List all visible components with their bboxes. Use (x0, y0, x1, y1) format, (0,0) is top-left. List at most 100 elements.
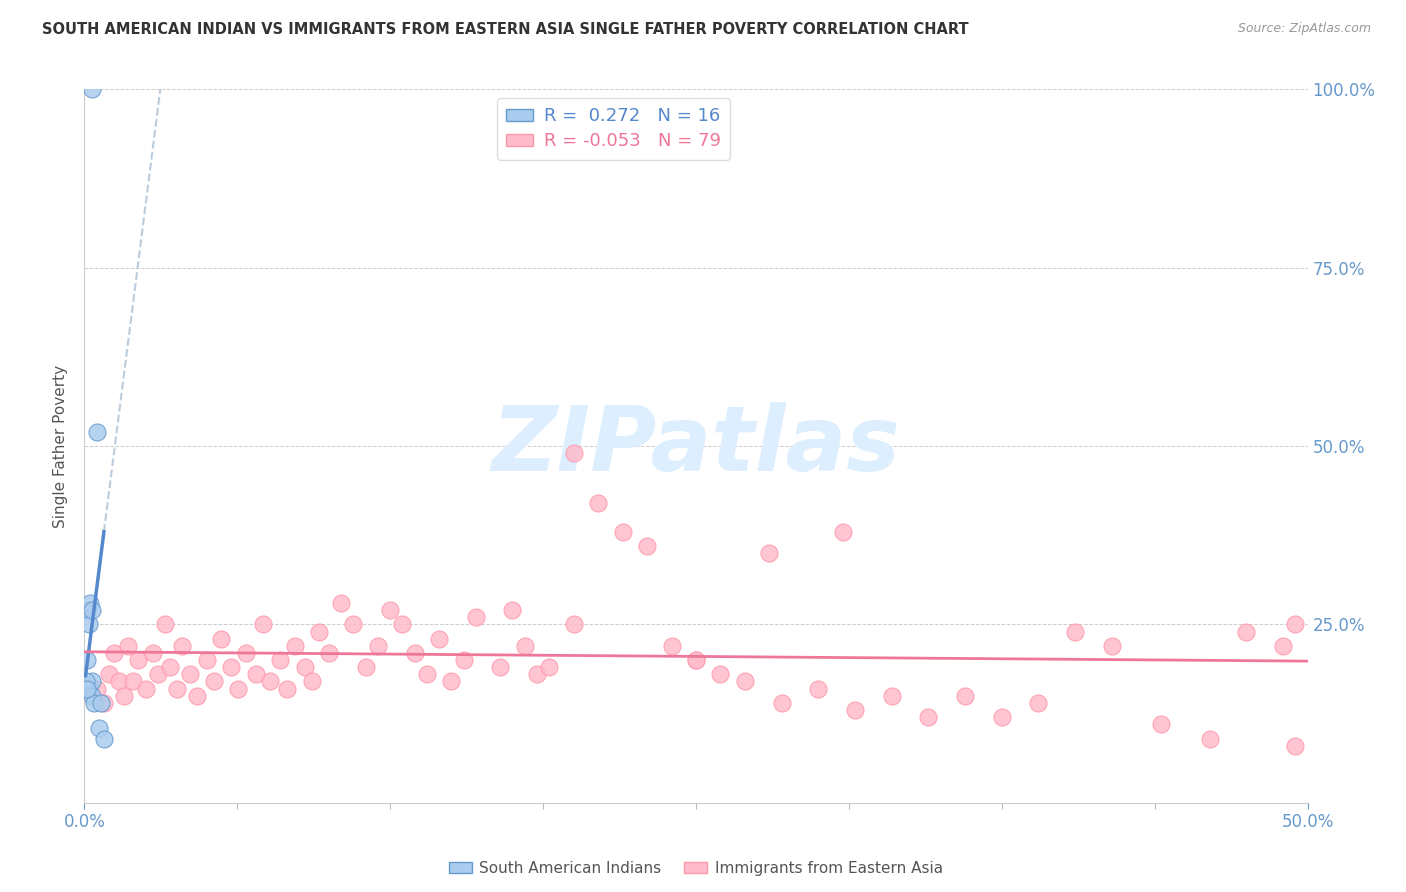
Point (489, 660, 512, 674)
Point (367, 639, 389, 653)
Point (80, 689, 103, 703)
Point (831, 524, 853, 539)
Point (209, 632, 232, 646)
Point (734, 674, 756, 689)
Point (77, 681, 100, 696)
Text: SOUTH AMERICAN INDIAN VS IMMIGRANTS FROM EASTERN ASIA SINGLE FATHER POVERTY CORR: SOUTH AMERICAN INDIAN VS IMMIGRANTS FROM… (42, 22, 969, 37)
Text: ZIPatlas: ZIPatlas (492, 402, 900, 490)
Point (186, 689, 208, 703)
Point (416, 667, 439, 681)
Point (97, 667, 120, 681)
Point (330, 596, 353, 610)
Point (844, 703, 866, 717)
Legend: South American Indians, Immigrants from Eastern Asia: South American Indians, Immigrants from … (441, 854, 950, 884)
Point (228, 681, 250, 696)
Point (685, 653, 707, 667)
Point (526, 667, 548, 681)
Point (953, 689, 976, 703)
Point (612, 524, 634, 539)
Point (308, 624, 330, 639)
Point (807, 681, 830, 696)
Point (880, 689, 903, 703)
Point (142, 646, 165, 660)
Point (284, 639, 307, 653)
Point (76, 653, 98, 667)
Point (166, 681, 188, 696)
Point (294, 660, 316, 674)
Point (252, 617, 274, 632)
Point (636, 539, 658, 553)
Point (153, 617, 176, 632)
Y-axis label: Single Father Poverty: Single Father Poverty (53, 365, 69, 527)
Point (991, 710, 1014, 724)
Point (709, 667, 731, 681)
Point (76, 681, 98, 696)
Point (80, 603, 103, 617)
Point (1064, 624, 1087, 639)
Point (1284, 739, 1306, 753)
Point (202, 674, 225, 689)
Point (354, 660, 377, 674)
Point (276, 681, 298, 696)
Point (586, 496, 609, 510)
Point (112, 689, 135, 703)
Point (318, 646, 340, 660)
Point (146, 667, 169, 681)
Point (245, 667, 267, 681)
Text: Source: ZipAtlas.com: Source: ZipAtlas.com (1237, 22, 1371, 36)
Point (80, 82, 103, 96)
Point (685, 653, 707, 667)
Point (79, 596, 101, 610)
Point (440, 674, 463, 689)
Point (404, 646, 426, 660)
Point (301, 674, 323, 689)
Point (380, 603, 402, 617)
Point (513, 639, 536, 653)
Point (259, 674, 281, 689)
Point (917, 710, 939, 724)
Point (77, 617, 100, 632)
Point (661, 639, 683, 653)
Point (453, 653, 475, 667)
Point (90, 696, 112, 710)
Point (427, 632, 450, 646)
Point (1028, 696, 1050, 710)
Point (1150, 717, 1173, 731)
Point (391, 617, 413, 632)
Point (122, 674, 145, 689)
Point (93, 731, 115, 746)
Point (103, 646, 125, 660)
Point (502, 603, 524, 617)
Point (93, 696, 115, 710)
Point (235, 646, 257, 660)
Point (86, 425, 108, 439)
Point (269, 653, 291, 667)
Point (770, 696, 793, 710)
Point (758, 546, 780, 560)
Point (87, 721, 110, 735)
Point (342, 617, 364, 632)
Point (562, 617, 585, 632)
Point (179, 667, 201, 681)
Point (83, 696, 105, 710)
Point (76, 603, 98, 617)
Point (107, 674, 129, 689)
Point (1236, 624, 1258, 639)
Point (86, 681, 108, 696)
Point (1198, 731, 1220, 746)
Point (1272, 639, 1295, 653)
Point (195, 653, 218, 667)
Point (219, 660, 242, 674)
Point (135, 681, 157, 696)
Point (127, 653, 149, 667)
Point (75, 674, 97, 689)
Point (80, 674, 103, 689)
Point (464, 610, 486, 624)
Point (117, 639, 139, 653)
Point (538, 660, 561, 674)
Point (77, 678, 100, 692)
Point (1101, 639, 1123, 653)
Point (159, 660, 181, 674)
Point (562, 446, 585, 460)
Point (172, 639, 194, 653)
